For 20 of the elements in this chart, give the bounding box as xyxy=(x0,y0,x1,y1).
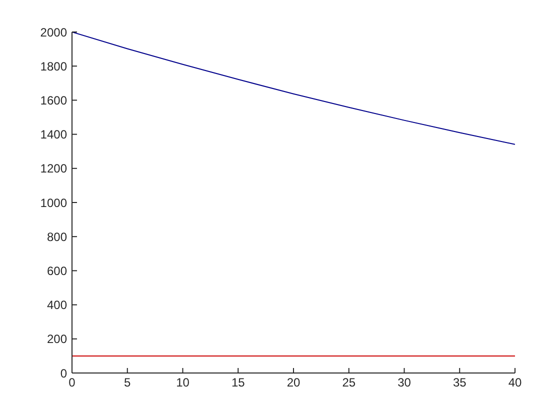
y-tick-label: 1800 xyxy=(40,59,68,74)
x-tick-label: 20 xyxy=(286,376,300,390)
y-tick-label: 1000 xyxy=(40,196,68,210)
y-tick-label: 800 xyxy=(46,230,68,244)
x-tick-label: 25 xyxy=(342,376,356,390)
y-tick-label: 400 xyxy=(46,298,68,312)
x-tick-label: 40 xyxy=(508,376,522,390)
x-tick-label: 5 xyxy=(124,376,132,390)
y-tick-label: 1400 xyxy=(40,128,68,142)
x-tick-label: 10 xyxy=(176,376,190,390)
line-series xyxy=(72,32,515,145)
x-tick-label: 30 xyxy=(398,376,412,390)
x-tick-label: 15 xyxy=(231,376,246,390)
y-tick-label: 1600 xyxy=(40,93,68,108)
y-tick-label: 2000 xyxy=(40,25,68,40)
x-tick-label: 35 xyxy=(452,376,467,390)
y-tick-label: 1200 xyxy=(40,162,68,176)
y-tick-label: 600 xyxy=(46,264,68,278)
y-tick-label: 200 xyxy=(46,332,68,346)
y-tick-label: 0 xyxy=(60,366,68,380)
